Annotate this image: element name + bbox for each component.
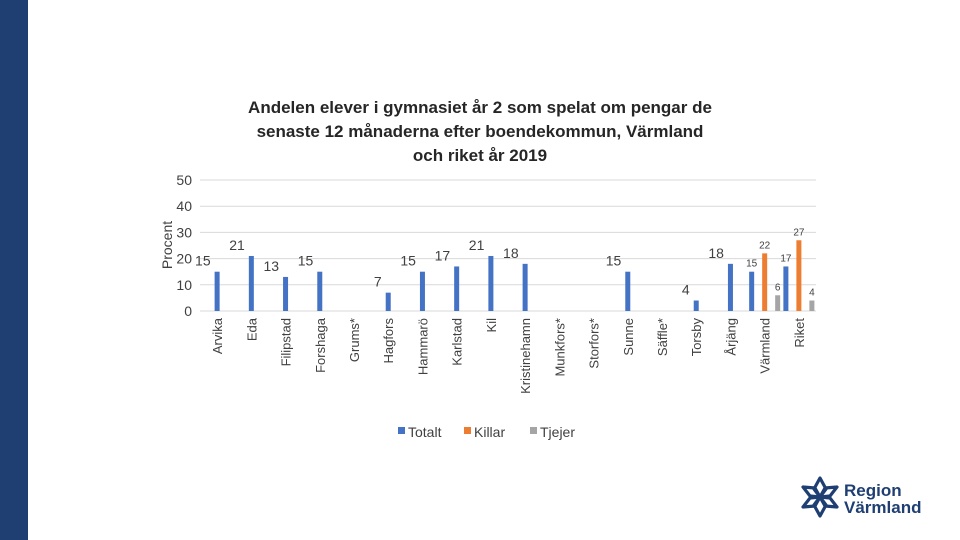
x-tick-label: Hagfors [381,318,396,364]
bar-killar [762,253,768,311]
side-accent-bar [0,0,28,540]
x-tick-label: Kristinehamn [518,318,533,394]
chart-title: Andelen elever i gymnasiet år 2 som spel… [200,96,760,168]
x-tick-label: Filipstad [279,318,294,366]
x-tick-label: Karlstad [450,318,465,366]
bar-totalt [625,271,631,311]
data-label: 22 [759,240,771,251]
data-label: 18 [503,245,519,261]
bar-killar [796,240,802,311]
data-label: 21 [229,237,245,253]
legend-swatch-tjejer [530,427,537,434]
data-label: 15 [400,253,416,269]
y-tick-label: 20 [176,251,192,267]
chart-title-line-3: och riket år 2019 [412,146,548,165]
data-label: 18 [708,245,724,261]
x-tick-label: Forshaga [313,317,328,373]
y-tick-label: 10 [176,277,192,293]
region-varmland-logo: Region Värmland [800,474,940,520]
bar-totalt [693,300,699,311]
x-tick-label: Årjäng [723,318,738,356]
bar-totalt [727,263,733,311]
x-tick-label: Värmland [758,318,773,374]
data-label: 15 [298,253,314,269]
y-tick-label: 0 [184,303,192,319]
data-label: 4 [809,288,815,299]
x-tick-label: Grums* [347,318,362,362]
data-label: 15 [746,259,758,270]
bar-totalt [749,271,755,311]
data-label: 17 [780,253,792,264]
x-tick-label: Storfors* [587,318,602,369]
snowflake-logo-icon [801,476,839,518]
data-label: 15 [195,253,211,269]
x-tick-label: Arvika [210,317,225,354]
data-label: 21 [469,237,485,253]
data-label: 27 [793,227,805,238]
y-tick-label: 50 [176,172,192,188]
chart-title-line-1: Andelen elever i gymnasiet år 2 som spel… [248,98,712,117]
bar-totalt [488,255,494,311]
data-label: 17 [435,247,451,263]
logo-text-varmland: Värmland [844,498,922,517]
x-tick-label: Sunne [621,318,636,356]
bar-totalt [317,271,323,311]
x-tick-label: Säffle* [655,318,670,356]
x-tick-label: Torsby [689,318,704,357]
bar-totalt [248,255,254,311]
legend-label-killar: Killar [474,424,505,440]
legend-label-totalt: Totalt [408,424,442,440]
chart-title-line-2: senaste 12 månaderna efter boendekommun,… [256,122,704,141]
bar-totalt [214,271,220,311]
data-label: 6 [775,282,781,293]
x-tick-label: Eda [244,317,259,341]
bar-totalt [283,276,289,311]
bar-tjejer [775,295,781,311]
x-tick-label: Munkfors* [552,318,567,377]
bar-totalt [783,266,789,311]
data-label: 7 [374,274,382,290]
data-label: 15 [606,253,622,269]
bar-totalt [454,266,460,311]
y-tick-label: 30 [176,224,192,240]
x-tick-label: Riket [792,318,807,348]
legend-label-tjejer: Tjejer [540,424,575,440]
bar-totalt [419,271,425,311]
bar-tjejer [809,300,815,311]
legend-swatch-totalt [398,427,405,434]
data-label: 13 [263,258,279,274]
legend-swatch-killar [464,427,471,434]
bar-totalt [385,292,391,311]
data-label: 4 [682,282,690,298]
y-tick-label: 40 [176,198,192,214]
y-axis-label: Procent [159,221,175,269]
x-tick-label: Hammarö [415,318,430,375]
x-tick-label: Kil [484,318,499,333]
logo-text-region: Region [844,481,902,500]
bar-totalt [522,263,528,311]
